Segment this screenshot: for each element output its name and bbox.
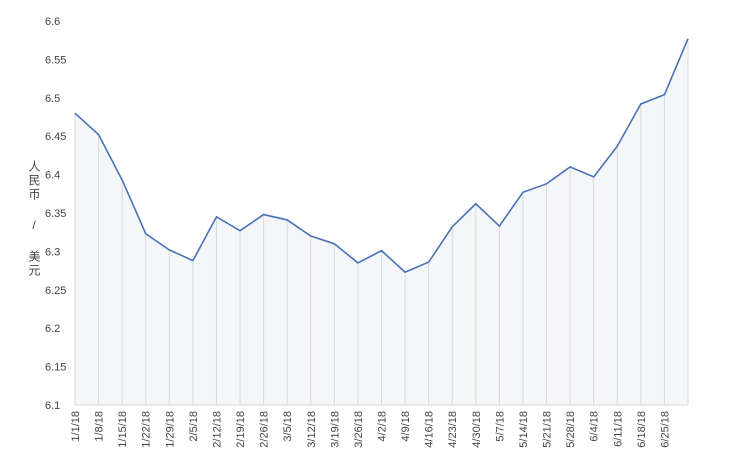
x-tick-label: 1/29/18: [164, 411, 176, 448]
x-tick-label: 2/19/18: [235, 411, 247, 448]
x-tick-label: 3/12/18: [306, 411, 318, 448]
x-tick-label: 2/5/18: [188, 411, 200, 442]
x-tick-label: 3/5/18: [282, 411, 294, 442]
x-tick-label: 1/22/18: [141, 411, 153, 448]
y-tick-label: 6.3: [45, 246, 60, 258]
y-tick-label: 6.4: [45, 170, 60, 182]
x-tick-label: 5/14/18: [518, 411, 530, 448]
y-tick-label: 6.2: [45, 323, 60, 335]
x-tick-label: 3/26/18: [353, 411, 365, 448]
y-tick-label: 6.5: [45, 93, 60, 105]
x-tick-label: 6/25/18: [659, 411, 671, 448]
x-tick-label: 3/19/18: [329, 411, 341, 448]
y-tick-label: 6.45: [45, 131, 66, 143]
x-tick-label: 1/15/18: [117, 411, 129, 448]
y-tick-label: 6.15: [45, 362, 66, 374]
x-tick-label: 2/12/18: [211, 411, 223, 448]
y-tick-label: 6.25: [45, 285, 66, 297]
x-tick-label: 1/1/18: [70, 411, 82, 442]
x-tick-label: 5/21/18: [542, 411, 554, 448]
y-tick-label: 6.55: [45, 54, 66, 66]
x-tick-label: 4/9/18: [400, 411, 412, 442]
y-tick-label: 6.6: [45, 16, 60, 28]
x-tick-label: 6/18/18: [636, 411, 648, 448]
y-axis-label: 人民币 / 美元: [27, 160, 41, 278]
x-tick-label: 1/8/18: [94, 411, 106, 442]
y-tick-label: 6.1: [45, 400, 60, 412]
x-tick-label: 6/4/18: [589, 411, 601, 442]
x-tick-label: 4/16/18: [424, 411, 436, 448]
x-tick-label: 4/23/18: [447, 411, 459, 448]
series-line: [74, 38, 689, 274]
x-tick-label: 4/2/18: [377, 411, 389, 442]
x-tick-label: 5/28/18: [565, 411, 577, 448]
area-fill: [75, 38, 688, 405]
x-tick-label: 6/11/18: [612, 411, 624, 447]
x-tick-label: 2/26/18: [259, 411, 271, 448]
x-tick-label: 5/7/18: [494, 411, 506, 442]
x-tick-label: 4/30/18: [471, 411, 483, 448]
y-tick-label: 6.35: [45, 208, 66, 220]
